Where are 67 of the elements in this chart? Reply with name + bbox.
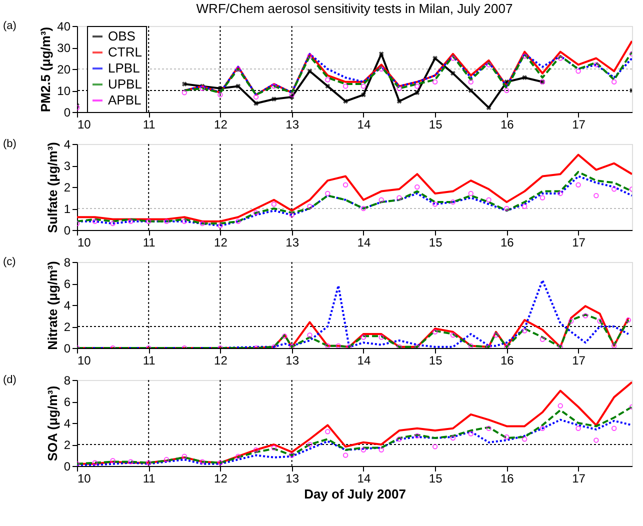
x-tick-label: 17 [572, 236, 586, 250]
y-tick-label: 30 [57, 41, 71, 55]
x-tick-label: 11 [142, 236, 156, 250]
y-axis-title: SOA (μg/m³) [44, 386, 60, 462]
x-tick-label: 13 [286, 472, 300, 486]
legend-label: CTRL [108, 44, 142, 60]
y-axis-title: PM2.5 (μg/m³) [38, 26, 54, 112]
y-tick-label: 8 [64, 256, 71, 270]
x-tick-label: 10 [78, 354, 92, 368]
x-tick-label: 15 [428, 118, 443, 132]
x-tick-label: 14 [357, 354, 371, 368]
x-tick-label: 16 [500, 118, 514, 132]
y-tick-label: 4 [64, 298, 71, 312]
y-tick-label: 2 [64, 438, 71, 452]
x-tick-label: 17 [572, 354, 586, 368]
legend-label: OBS [108, 28, 136, 44]
x-tick-label: 11 [142, 472, 156, 486]
y-tick-label: 0 [64, 460, 71, 474]
x-tick-label: 10 [78, 236, 92, 250]
y-axis-title: Nitrate (μg/m³) [44, 261, 60, 350]
y-axis-title: Sulfate (μg/m³) [44, 142, 60, 234]
y-tick-label: 6 [64, 277, 71, 291]
y-tick-label: 3 [64, 159, 71, 173]
x-tick-label: 11 [142, 354, 156, 368]
x-tick-label: 10 [78, 118, 92, 132]
y-tick-label: 1 [64, 202, 71, 216]
x-tick-label: 17 [572, 118, 586, 132]
x-tick-label: 13 [286, 354, 300, 368]
x-tick-label: 12 [214, 118, 228, 132]
y-tick-label: 10 [57, 84, 71, 98]
text: (a) [3, 20, 16, 32]
x-tick-label: 12 [214, 354, 228, 368]
legend-label: LPBL [108, 60, 140, 76]
text: (b) [3, 138, 16, 150]
text: (d) [3, 374, 16, 386]
x-tick-label: 15 [428, 472, 443, 486]
x-tick-label: 14 [357, 118, 371, 132]
x-tick-label: 12 [214, 472, 228, 486]
x-tick-label: 16 [500, 472, 514, 486]
x-tick-label: 16 [500, 236, 514, 250]
x-tick-label: 12 [214, 236, 228, 250]
x-tick-label: 13 [286, 118, 300, 132]
y-tick-label: 0 [64, 106, 71, 120]
x-tick-label: 11 [142, 118, 156, 132]
y-tick-label: 4 [64, 416, 71, 430]
x-tick-label: 14 [357, 236, 371, 250]
legend-label: UPBL [108, 76, 142, 92]
y-tick-label: 8 [64, 374, 71, 388]
y-tick-label: 0 [64, 224, 71, 238]
x-tick-label: 10 [78, 472, 92, 486]
x-tick-label: 16 [500, 354, 514, 368]
y-tick-label: 4 [64, 138, 71, 152]
x-tick-label: 15 [428, 354, 443, 368]
x-tick-label: 15 [428, 236, 443, 250]
y-tick-label: 0 [64, 342, 71, 356]
legend-label: APBL [108, 92, 142, 108]
y-tick-label: 20 [57, 62, 71, 76]
y-tick-label: 40 [57, 20, 71, 34]
chart-title: WRF/Chem aerosol sensitivity tests in Milan, July 2007 [196, 1, 513, 16]
y-tick-label: 2 [64, 320, 71, 334]
text: (c) [3, 256, 16, 268]
x-axis-title: Day of July 2007 [304, 486, 406, 502]
x-tick-label: 14 [357, 472, 371, 486]
y-tick-label: 6 [64, 395, 71, 409]
x-tick-label: 17 [572, 472, 586, 486]
y-tick-label: 2 [64, 180, 71, 194]
x-tick-label: 13 [286, 236, 300, 250]
